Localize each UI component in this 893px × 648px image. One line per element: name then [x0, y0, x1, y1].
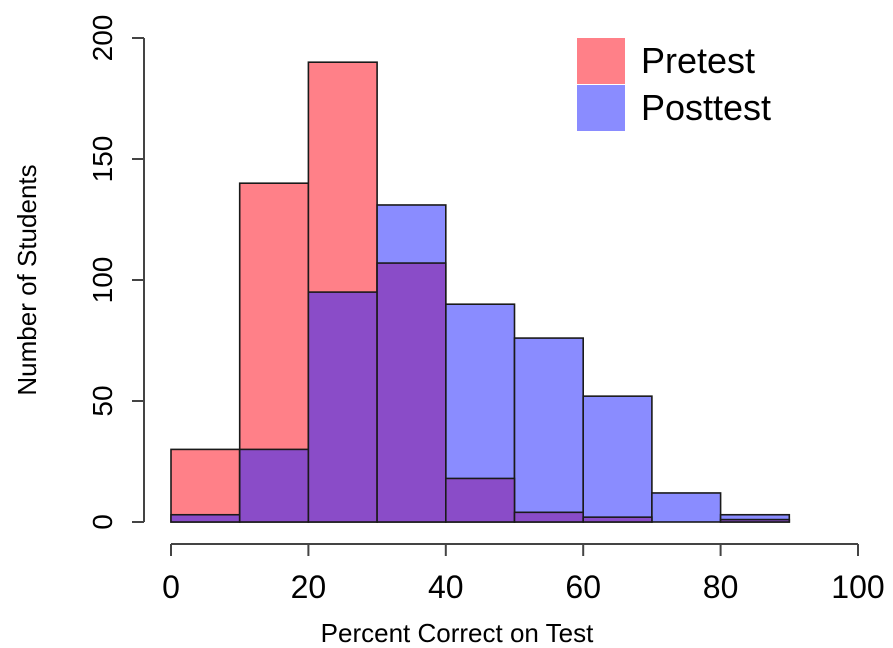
- legend-label-pretest: Pretest: [641, 40, 755, 81]
- y-tick-label-4: 200: [87, 15, 118, 62]
- overlap-bar-8: [719, 518, 791, 523]
- overlap-bar-5: [513, 511, 584, 523]
- x-tick-label-2: 40: [428, 569, 464, 605]
- overlap-bar-2: [307, 291, 378, 523]
- overlap-bars: [170, 262, 791, 523]
- y-tick-label-3: 150: [87, 136, 118, 183]
- y-tick-label-0: 0: [87, 514, 118, 530]
- posttest-bar-5: [513, 337, 584, 523]
- legend-swatch-pretest: [577, 38, 625, 84]
- overlap-bar-1: [238, 448, 310, 523]
- posttest-bar-7: [651, 492, 722, 523]
- overlap-bar-3: [376, 262, 447, 523]
- posttest-bar-6: [582, 395, 653, 523]
- legend-swatch-posttest: [577, 85, 625, 131]
- overlap-bar-4: [444, 477, 516, 523]
- y-tick-label-2: 100: [87, 257, 118, 304]
- x-tick-label-3: 60: [565, 569, 601, 605]
- y-tick-label-1: 50: [87, 385, 118, 416]
- x-tick-label-1: 20: [291, 569, 327, 605]
- x-axis-title: Percent Correct on Test: [321, 618, 594, 648]
- x-tick-label-4: 80: [703, 569, 739, 605]
- y-axis: 0 50 100 150 200: [87, 15, 145, 530]
- overlap-bar-6: [582, 516, 653, 523]
- y-axis-title: Number of Students: [12, 164, 42, 395]
- legend: Pretest Posttest: [577, 38, 771, 131]
- x-tick-label-5: 100: [831, 569, 884, 605]
- overlap-bar-0: [170, 513, 241, 523]
- x-tick-label-0: 0: [162, 569, 180, 605]
- pretest-bar-0: [170, 448, 241, 523]
- legend-label-posttest: Posttest: [641, 87, 771, 128]
- x-axis: 0 20 40 60 80 100: [162, 543, 885, 605]
